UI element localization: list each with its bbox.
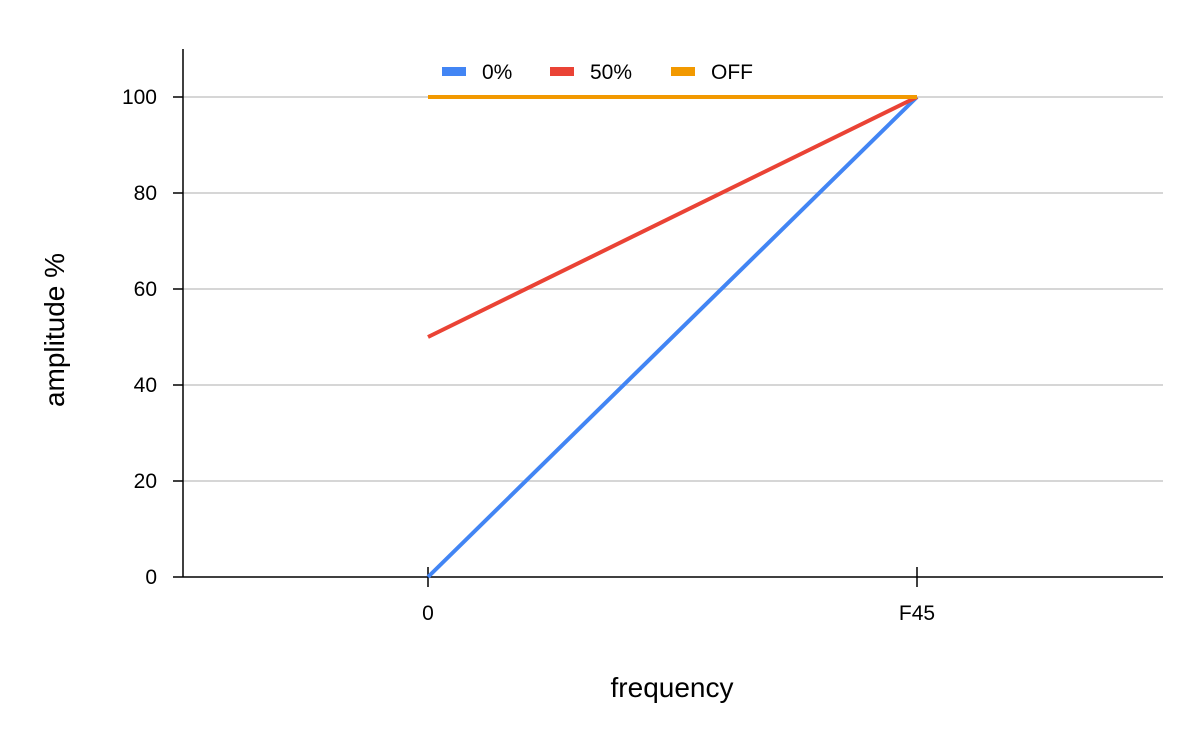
axes: 0 20 40 60 80 100 0 F45 bbox=[122, 49, 1163, 625]
x-axis-label: frequency bbox=[611, 672, 734, 703]
series-line bbox=[427, 95, 918, 339]
y-axis-label: amplitude % bbox=[39, 253, 70, 407]
series-lines bbox=[426, 95, 919, 579]
y-tick-label: 80 bbox=[134, 182, 157, 205]
legend-label: 50% bbox=[590, 61, 632, 84]
y-tick-label: 20 bbox=[134, 470, 157, 493]
x-tick-label: F45 bbox=[899, 602, 935, 625]
legend-label: 0% bbox=[482, 61, 512, 84]
legend-swatch bbox=[671, 67, 695, 76]
legend: 0% 50% OFF bbox=[442, 61, 753, 84]
y-tick-label: 0 bbox=[145, 566, 157, 589]
legend-label: OFF bbox=[711, 61, 753, 84]
legend-swatch bbox=[550, 67, 574, 76]
legend-swatch bbox=[442, 67, 466, 76]
y-tick-label: 40 bbox=[134, 374, 157, 397]
y-tick-label: 100 bbox=[122, 86, 157, 109]
x-tick-label: 0 bbox=[422, 602, 434, 625]
gridlines bbox=[183, 96, 1163, 482]
y-tick-label: 60 bbox=[134, 278, 157, 301]
series-line bbox=[426, 95, 919, 579]
